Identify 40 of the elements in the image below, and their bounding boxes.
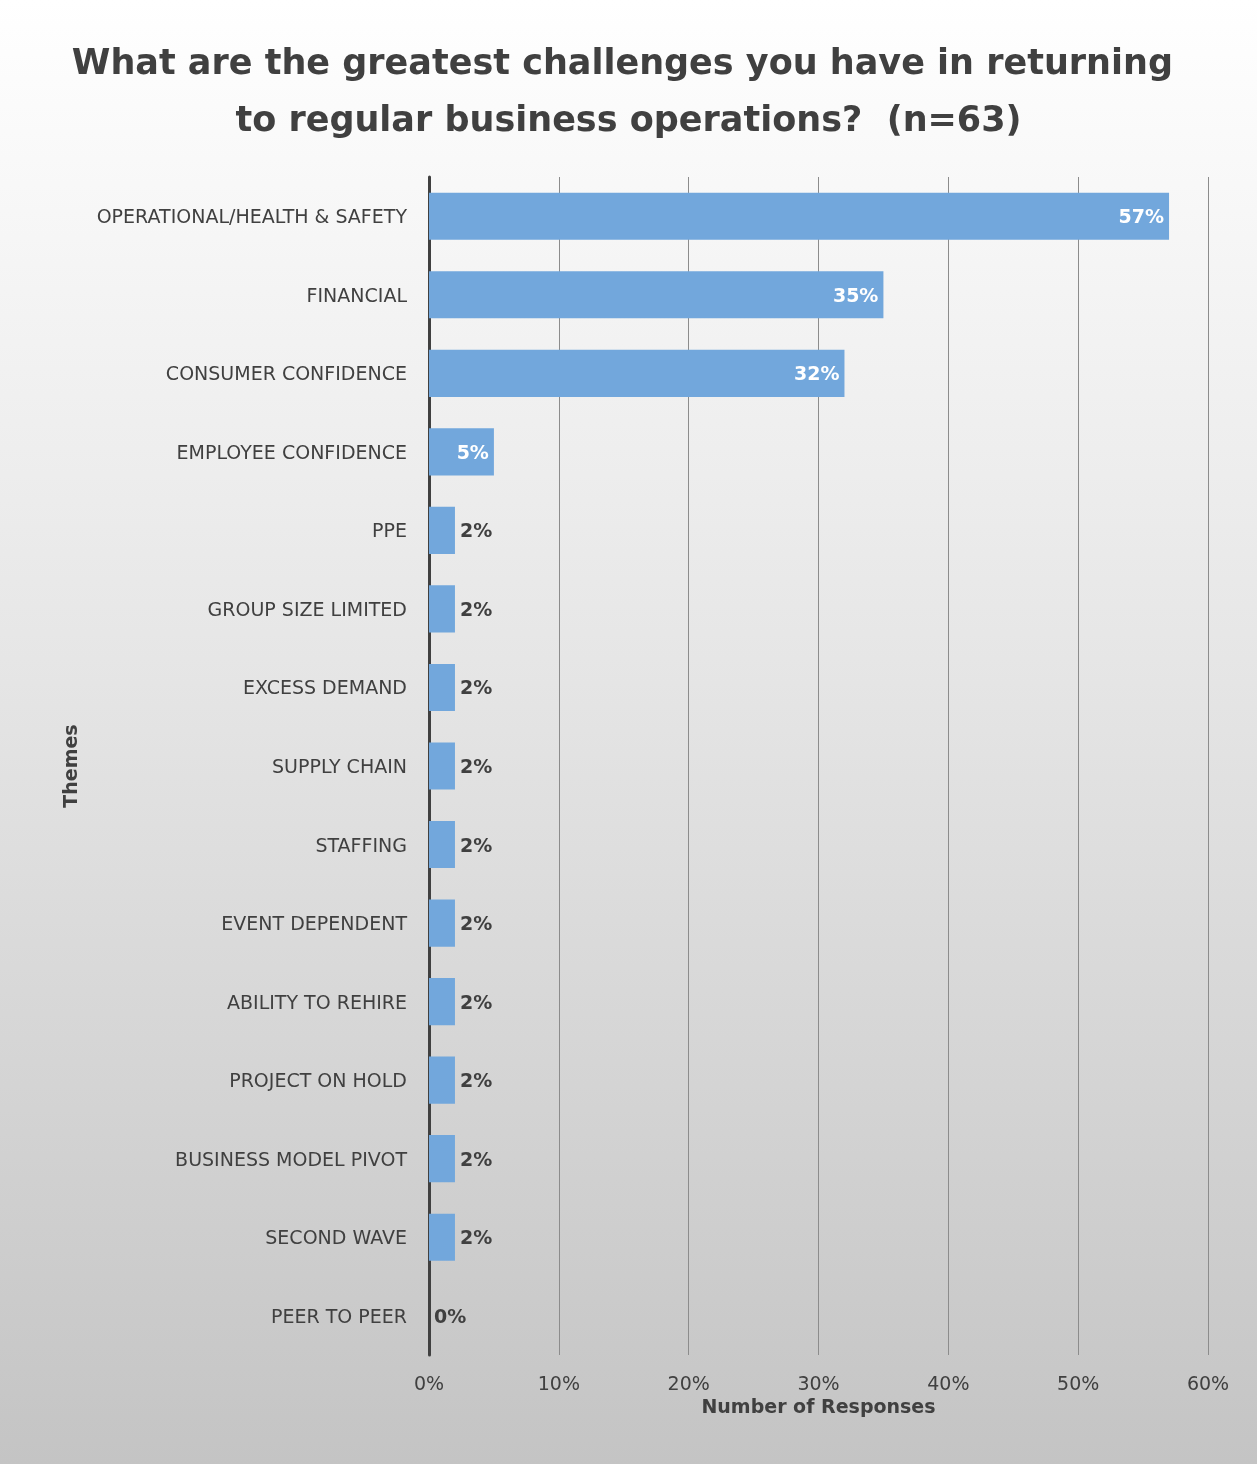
y-tick-label: EVENT DEPENDENT: [221, 912, 408, 935]
data-label: 2%: [459, 990, 493, 1013]
data-label: 0%: [434, 1304, 467, 1327]
y-tick-label: BUSINESS MODEL PIVOT: [175, 1147, 408, 1170]
y-tick-label: GROUP SIZE LIMITED: [207, 597, 407, 620]
x-tick-label: 40%: [927, 1371, 970, 1394]
data-label: 35%: [832, 283, 879, 306]
data-label: 2%: [459, 1226, 493, 1249]
x-tick-label: 0%: [413, 1371, 445, 1394]
y-tick-label: PEER TO PEER: [271, 1304, 407, 1327]
data-label: 57%: [1118, 205, 1165, 228]
data-label: 2%: [459, 597, 493, 620]
data-label: 32%: [793, 362, 840, 385]
data-label: 2%: [459, 755, 493, 777]
chart-title: What are the greatest challenges you have in returning to regular business operations? (n=63): [71, 41, 1186, 139]
y-tick-label: EXCESS DEMAND: [243, 676, 407, 699]
data-label: 5%: [456, 440, 489, 463]
y-tick-label: EMPLOYEE CONFIDENCE: [176, 440, 407, 463]
y-tick-label: ABILITY TO REHIRE: [227, 990, 407, 1013]
y-tick-label: OPERATIONAL/HEALTH & SAFETY: [96, 205, 408, 228]
y-tick-label: SECOND WAVE: [265, 1226, 407, 1249]
y-tick-label: PPE: [372, 519, 407, 542]
x-tick-label: 50%: [1057, 1371, 1100, 1394]
y-tick-label: FINANCIAL: [306, 283, 408, 306]
data-label: 2%: [459, 1069, 493, 1092]
data-label: 2%: [459, 1147, 493, 1170]
y-axis-title: Themes: [58, 724, 81, 808]
y-tick-label: PROJECT ON HOLD: [229, 1069, 407, 1092]
x-tick-label: 20%: [667, 1371, 710, 1394]
y-tick-label: CONSUMER CONFIDENCE: [165, 362, 407, 385]
data-label: 2%: [459, 833, 493, 856]
y-tick-label: SUPPLY CHAIN: [272, 755, 407, 777]
data-label: 2%: [459, 519, 493, 542]
data-label: 2%: [459, 676, 493, 699]
data-label: 2%: [459, 912, 493, 935]
x-axis-title: Number of Responses: [701, 1395, 936, 1418]
x-tick-label: 10%: [537, 1371, 580, 1394]
x-tick-label: 60%: [1186, 1371, 1230, 1394]
y-tick-label: STAFFING: [315, 833, 407, 856]
x-tick-label: 30%: [797, 1371, 840, 1394]
